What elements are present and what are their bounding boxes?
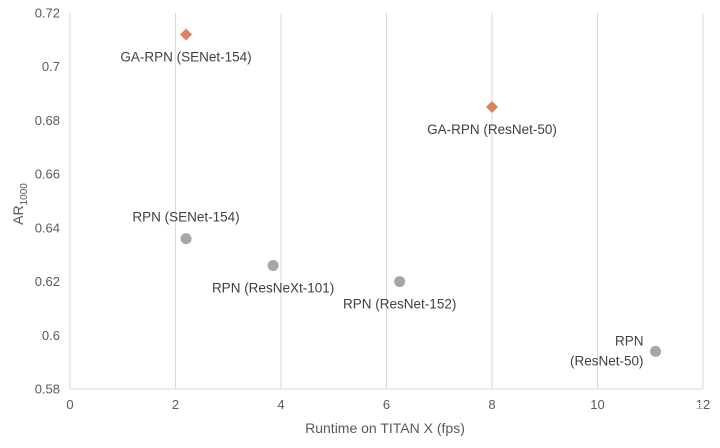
y-tick-label-3: 0.64	[35, 220, 60, 235]
x-tick-label-5: 10	[590, 397, 604, 412]
y-tick-labels: 0.58 0.6 0.62 0.64 0.66 0.68 0.7 0.72	[35, 6, 60, 397]
x-tick-labels: 0 2 4 6 8 10 12	[66, 397, 710, 412]
grid-lines	[69, 13, 704, 390]
y-tick-label-2: 0.62	[35, 274, 60, 289]
data-points	[180, 28, 662, 357]
point-diamond-0	[180, 28, 193, 41]
point-circle-2	[180, 233, 192, 245]
point-label-4: RPN (ResNet-152)	[343, 297, 456, 312]
point-label-5: RPN (ResNet-50)	[570, 333, 644, 368]
point-label-2: RPN (SENet-154)	[132, 210, 239, 225]
y-tick-label-1: 0.6	[42, 328, 60, 343]
x-tick-label-6: 12	[696, 397, 710, 412]
y-tick-label-4: 0.66	[35, 167, 60, 182]
y-tick-label-5: 0.68	[35, 113, 60, 128]
x-tick-label-0: 0	[66, 397, 73, 412]
point-label-3: RPN (ResNeXt-101)	[212, 280, 334, 295]
point-labels: GA-RPN (SENet-154) GA-RPN (ResNet-50) RPN …	[120, 49, 643, 368]
y-axis-label-subscript: 1000	[19, 183, 30, 206]
y-axis-label: AR1000	[10, 183, 30, 225]
watermark-text: 知乎 @怜星	[625, 401, 705, 419]
y-tick-label-0: 0.58	[35, 382, 60, 397]
y-tick-label-7: 0.72	[35, 6, 60, 21]
point-circle-3	[267, 259, 279, 271]
x-axis-label: Runtime on TITAN X (fps)	[305, 420, 465, 436]
x-tick-label-3: 6	[383, 397, 390, 412]
point-label-0: GA-RPN (SENet-154)	[120, 49, 251, 64]
y-axis-label-main: AR	[10, 205, 26, 224]
point-diamond-1	[486, 101, 498, 113]
x-tick-label-1: 2	[172, 397, 179, 412]
point-circle-4	[394, 276, 406, 288]
x-tick-label-2: 4	[277, 397, 284, 412]
y-tick-label-6: 0.7	[42, 59, 60, 74]
x-tick-label-4: 8	[488, 397, 495, 412]
point-label-1: GA-RPN (ResNet-50)	[427, 122, 557, 137]
point-circle-5	[650, 345, 662, 357]
